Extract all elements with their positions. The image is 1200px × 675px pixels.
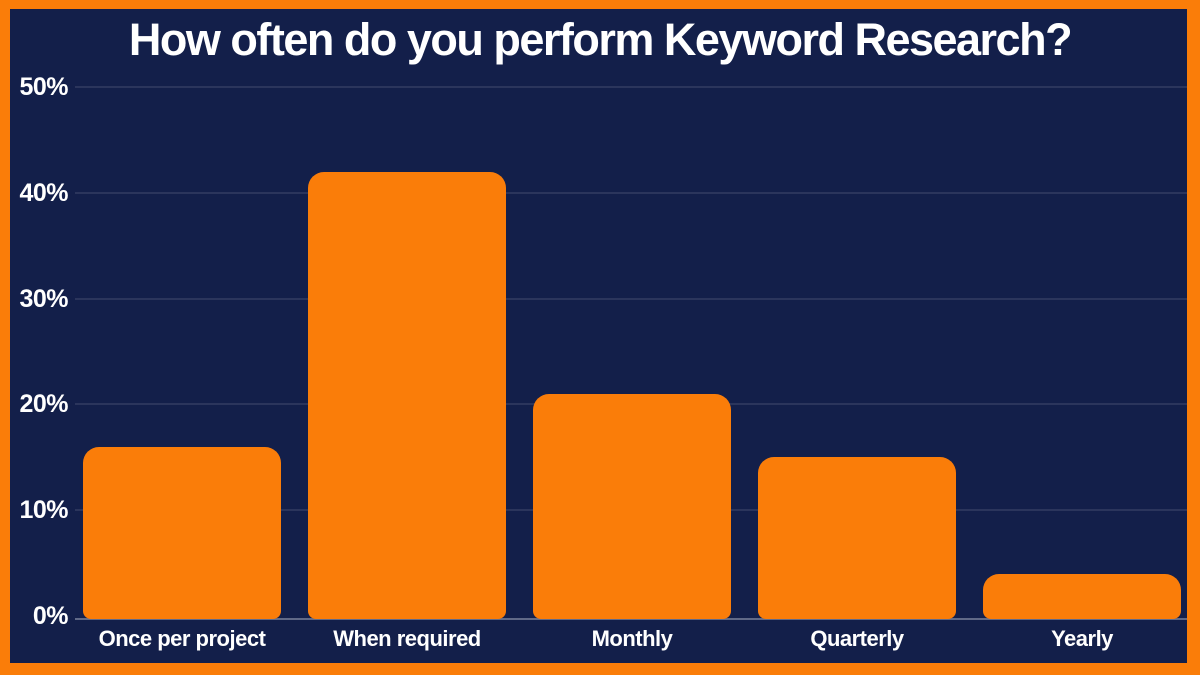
y-axis-tick-label: 30% xyxy=(19,284,68,313)
bar-quarterly xyxy=(758,457,956,619)
y-axis-tick-label: 40% xyxy=(19,178,68,207)
bar-yearly xyxy=(983,573,1181,619)
y-axis-tick-label: 0% xyxy=(32,602,69,630)
y-axis-tick-label: 10% xyxy=(19,496,68,525)
bar-once-per-project xyxy=(83,446,281,619)
gridline xyxy=(75,297,1187,300)
x-axis-category-label: When required xyxy=(333,626,481,651)
y-axis-tick-label: 50% xyxy=(19,73,68,101)
x-axis-category-label: Yearly xyxy=(1051,626,1113,651)
x-axis-category-label: Quarterly xyxy=(810,626,904,651)
gridline xyxy=(75,191,1187,194)
bar-when-required xyxy=(308,171,506,619)
bar-monthly xyxy=(533,393,731,619)
baseline-gridline xyxy=(75,618,1187,620)
x-axis-category-label: Monthly xyxy=(591,626,673,651)
gridline xyxy=(75,86,1187,88)
chart-title: How often do you perform Keyword Researc… xyxy=(128,14,1073,65)
x-axis-category-label: Once per project xyxy=(98,626,266,651)
y-axis-tick-label: 20% xyxy=(19,390,68,419)
